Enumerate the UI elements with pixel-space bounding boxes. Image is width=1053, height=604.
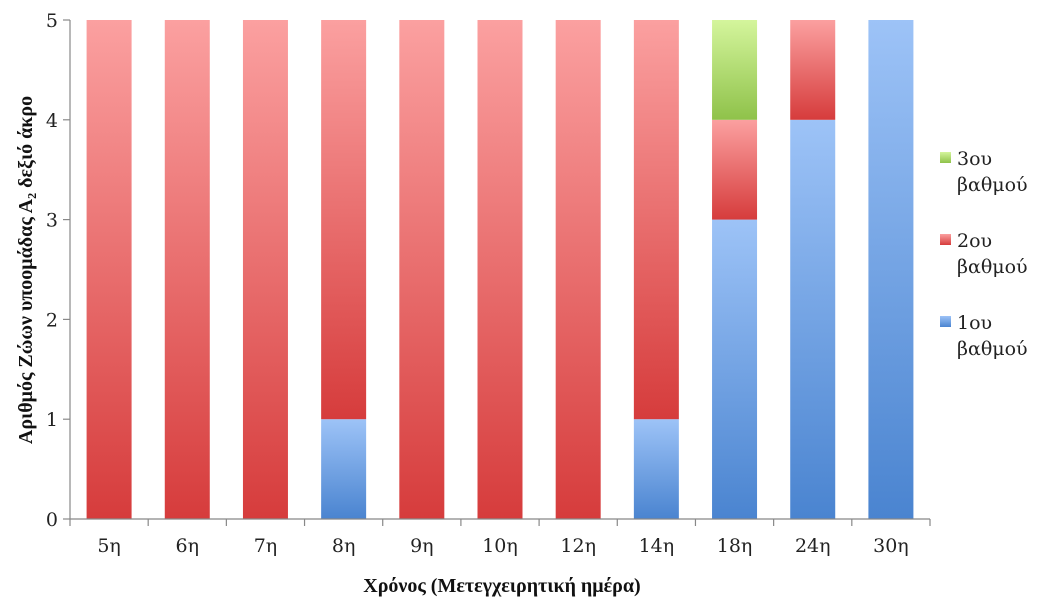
x-tick-label: 14η — [639, 535, 675, 557]
x-tick-label: 7η — [254, 535, 277, 557]
bar-30η-series-1 — [868, 20, 914, 519]
x-tick-label: 8η — [332, 535, 355, 557]
legend: 3ου βαθμού 2ου βαθμού 1ου βαθμού — [940, 148, 1028, 360]
y-tick-label: 4 — [46, 110, 58, 132]
x-tick-label: 9η — [410, 535, 433, 557]
bar-18η-series-3 — [712, 20, 758, 120]
bar-8η-series-1 — [321, 419, 367, 519]
x-tick-label: 12η — [560, 535, 596, 557]
bar-5η-series-2 — [86, 20, 132, 519]
bar-10η-series-2 — [477, 20, 523, 519]
bar-18η-series-1 — [712, 219, 758, 519]
y-tick-label: 0 — [46, 509, 58, 531]
legend-label: 1ου βαθμού — [957, 312, 1028, 360]
y-tick-label: 1 — [46, 409, 58, 431]
legend-label: 3ου βαθμού — [957, 148, 1028, 196]
bar-9η-series-2 — [399, 20, 445, 519]
bar-12η-series-2 — [555, 20, 601, 519]
x-tick-label: 30η — [873, 535, 909, 557]
bar-24η-series-1 — [790, 119, 836, 520]
legend-swatch — [940, 316, 951, 327]
bar-18η-series-2 — [712, 119, 758, 220]
x-axis-label: Χρόνος (Μετεγχειρητική ημέρα) — [363, 575, 640, 597]
bar-8η-series-2 — [321, 20, 367, 420]
x-tick-label: 6η — [176, 535, 199, 557]
bar-7η-series-2 — [242, 20, 288, 519]
y-axis-label: Αριθμός Ζώων υποομάδας Α₂ δεξιό άκρο — [15, 96, 37, 444]
bar-14η-series-1 — [633, 419, 679, 519]
x-tick-label: 5η — [97, 535, 120, 557]
y-tick-label: 3 — [46, 210, 58, 232]
y-tick-label: 2 — [46, 309, 58, 331]
x-tick-label: 24η — [795, 535, 831, 557]
legend-swatch — [940, 152, 951, 163]
bar-14η-series-2 — [633, 20, 679, 420]
x-tick-label: 18η — [717, 535, 753, 557]
bars-group — [86, 20, 914, 520]
axes-group: 0 1 2 3 4 5 5η 6η 7η 8η 9η 10η 12η 14η 18η 24η 30η — [46, 10, 931, 557]
bar-24η-series-2 — [790, 20, 836, 120]
y-tick-label: 5 — [46, 10, 58, 32]
bar-6η-series-2 — [164, 20, 210, 519]
legend-swatch — [940, 234, 951, 245]
legend-label: 2ου βαθμού — [957, 230, 1028, 278]
x-tick-label: 10η — [482, 535, 518, 557]
